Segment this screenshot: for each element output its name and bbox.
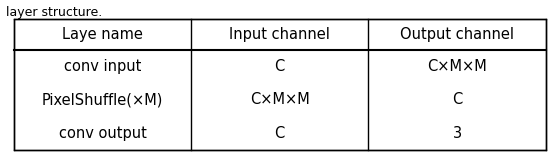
Text: 3: 3 — [452, 126, 461, 141]
Text: conv output: conv output — [59, 126, 147, 141]
Text: C: C — [274, 126, 285, 141]
Text: C×M×M: C×M×M — [427, 59, 487, 74]
Text: C×M×M: C×M×M — [250, 92, 310, 107]
Text: Output channel: Output channel — [400, 27, 514, 42]
Text: C: C — [452, 92, 463, 107]
Text: Input channel: Input channel — [229, 27, 330, 42]
Text: C: C — [274, 59, 285, 74]
Text: layer structure.: layer structure. — [6, 6, 102, 19]
Text: Laye name: Laye name — [62, 27, 143, 42]
Text: PixelShuffle(×M): PixelShuffle(×M) — [42, 92, 164, 107]
Text: conv input: conv input — [64, 59, 141, 74]
